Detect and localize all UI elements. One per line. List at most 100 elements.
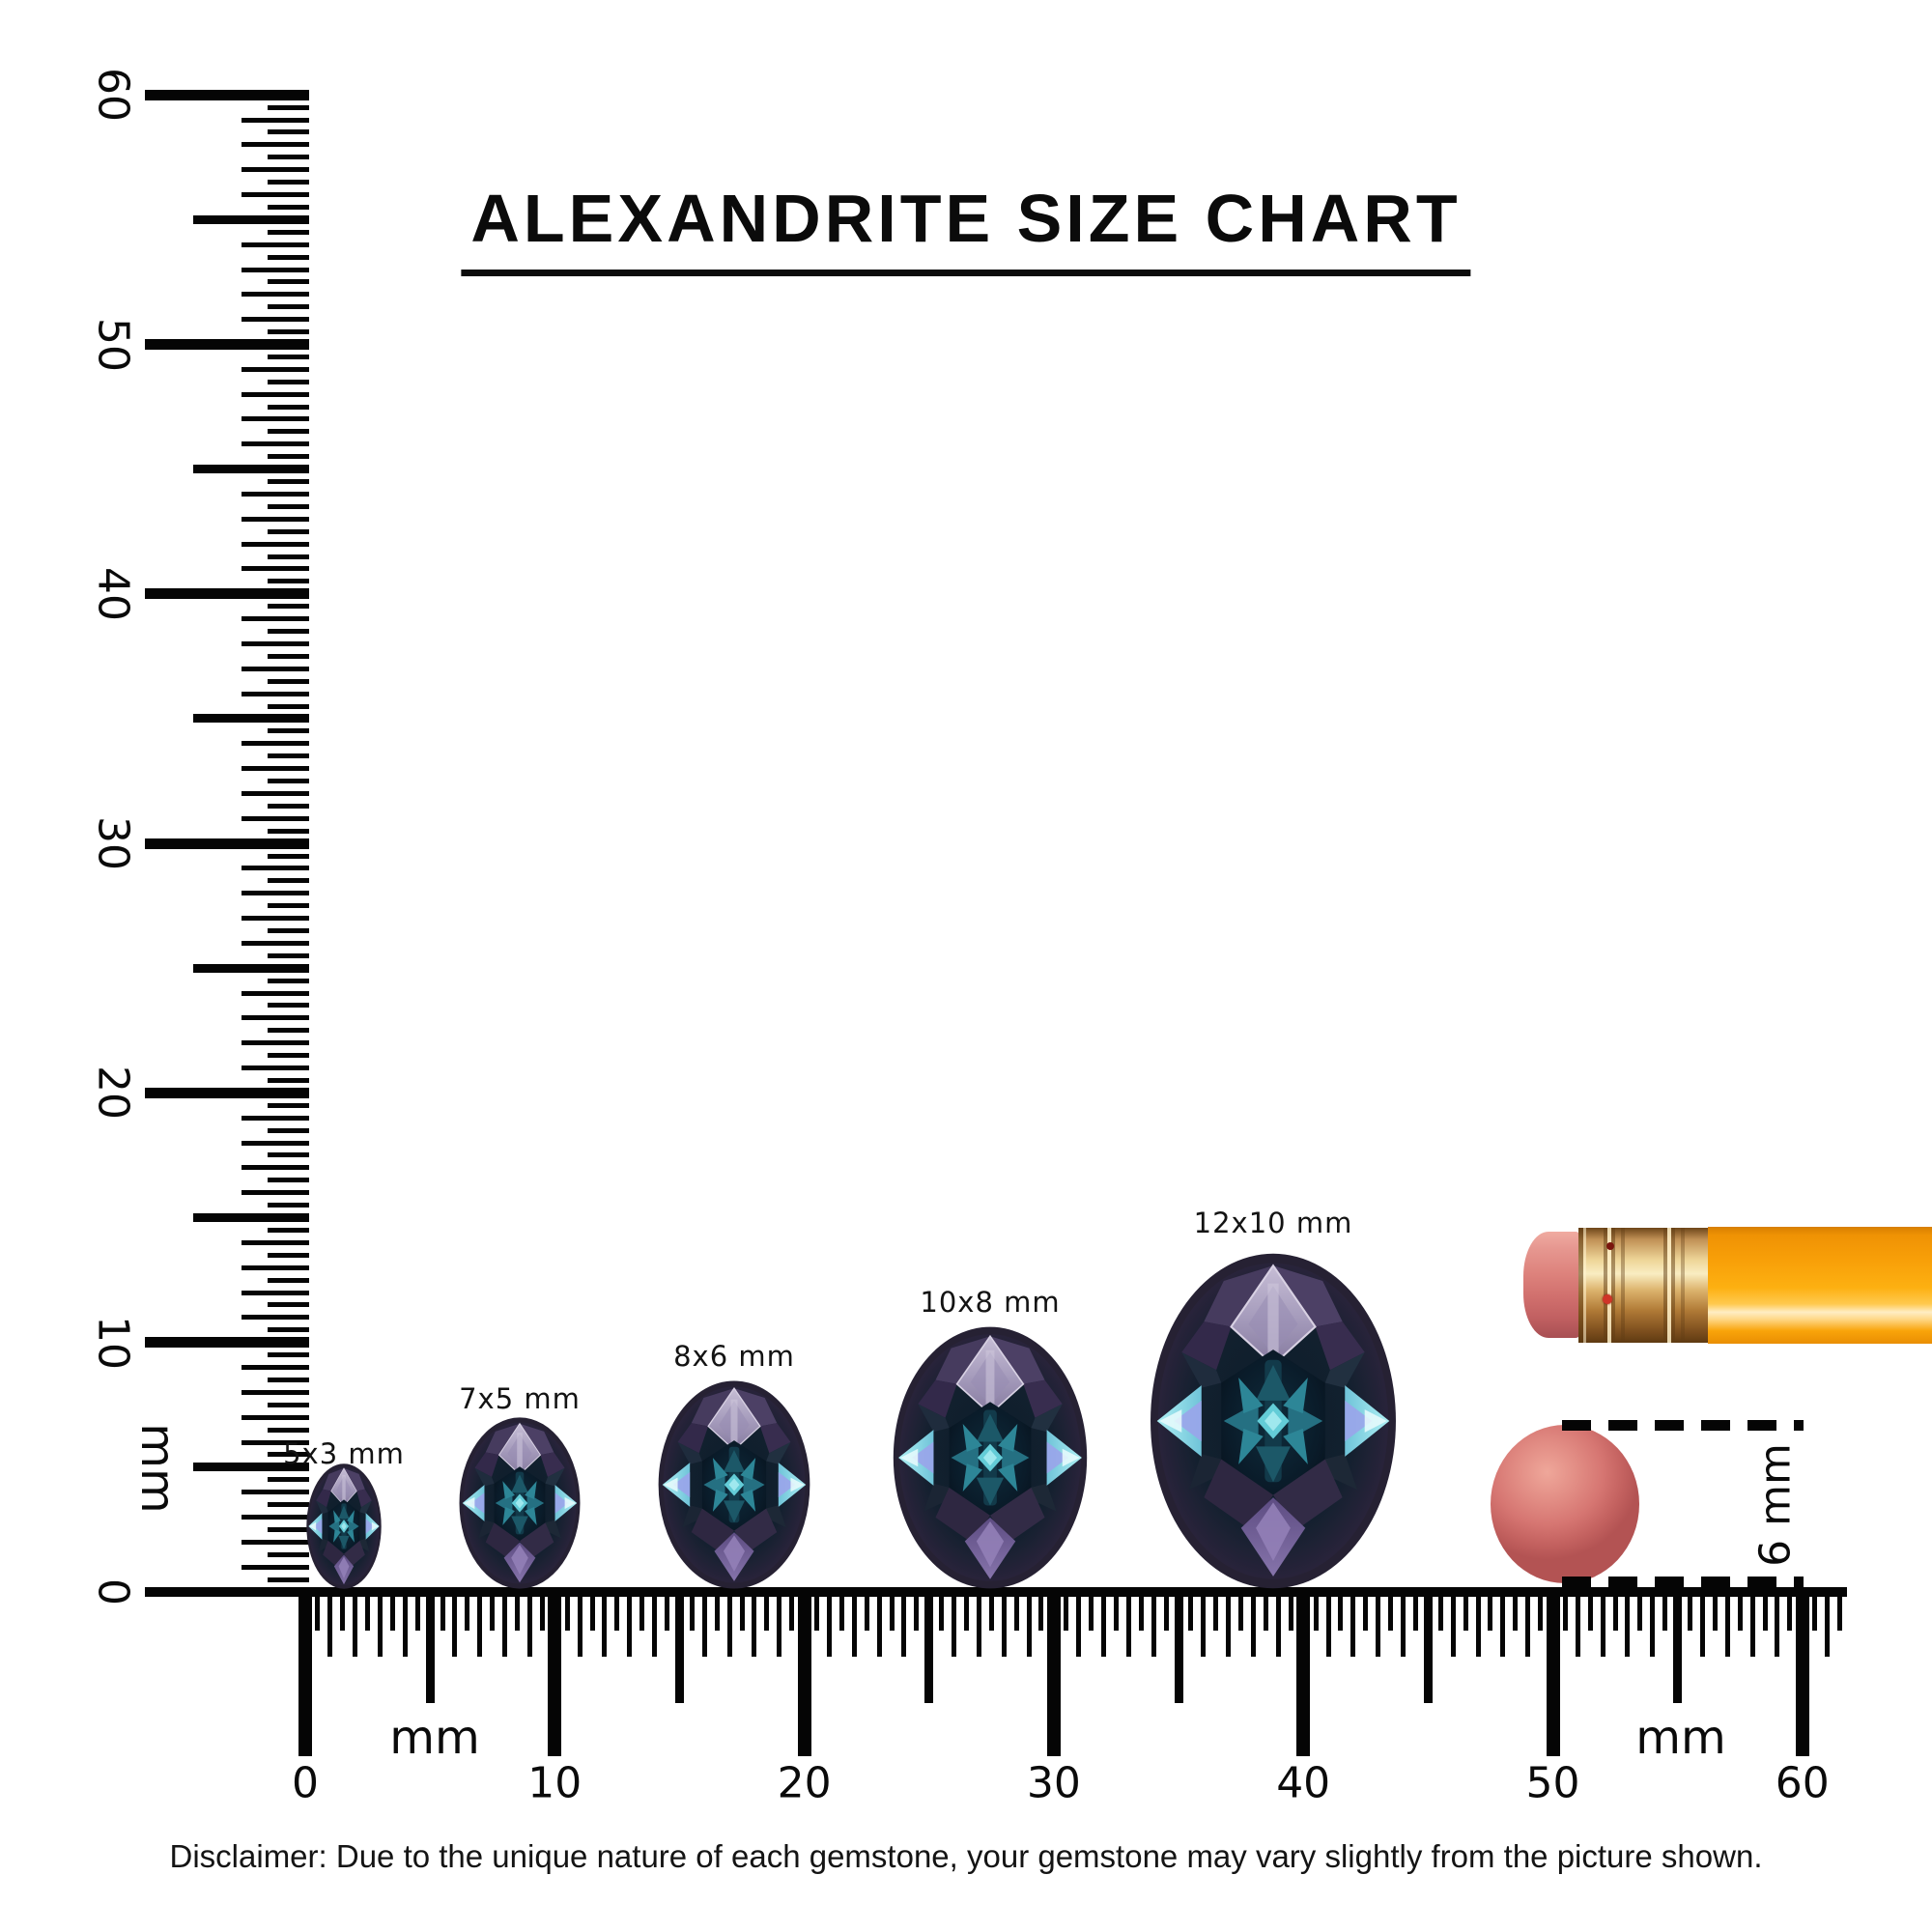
ruler-tick [145,339,309,350]
gem-oval-graphic [893,1326,1088,1589]
ruler-tick [242,616,309,622]
ruler-tick [193,1213,309,1223]
ruler-tick [639,1590,645,1631]
gem-size-label: 5x3 mm [283,1437,405,1470]
ruler-number: 40 [1276,1758,1331,1808]
ruler-tick [268,878,309,884]
ruler-tick [1013,1590,1019,1631]
ruler-tick [268,528,309,534]
ruler-tick [1313,1590,1319,1631]
ruler-tick [268,204,309,210]
ruler-tick [242,666,309,671]
ruler-tick [440,1590,445,1631]
ruler-tick [242,1239,309,1245]
ruler-tick [425,1590,435,1703]
ruler-tick [1338,1590,1344,1631]
ruler-tick [268,379,309,384]
ruler-tick [1263,1590,1268,1631]
ruler-tick [268,1377,309,1382]
ruler-tick [1201,1590,1207,1657]
ruler-tick [242,1165,309,1171]
ruler-tick [242,516,309,522]
ruler-tick [789,1590,795,1631]
ruler-tick [268,653,309,659]
ruler-tick [1513,1590,1519,1631]
ruler-tick [1064,1590,1069,1631]
ruler-tick [242,1515,309,1520]
ruler-tick [268,1502,309,1508]
ruler-tick [242,1115,309,1121]
ruler-tick [268,180,309,185]
ruler-tick [1699,1590,1705,1657]
ruler-tick [242,891,309,896]
ruler-tick [1575,1590,1580,1657]
page-title: ALEXANDRITE SIZE CHART [461,180,1471,276]
ruler-tick [242,267,309,272]
ruler-tick [193,214,309,224]
pencil-ferrule [1578,1228,1710,1343]
ruler-tick [764,1590,770,1631]
ruler-tick [1488,1590,1493,1631]
ruler-tick [268,1178,309,1183]
ruler-tick [976,1590,981,1657]
ruler-tick [701,1590,707,1657]
ruler-number: 0 [292,1758,319,1808]
ruler-tick [1787,1590,1793,1631]
ruler-tick [242,1065,309,1071]
ruler-tick [988,1590,994,1631]
ruler-tick [1825,1590,1831,1657]
ruler-tick [1226,1590,1232,1657]
ruler-tick [268,629,309,635]
ruler-tick [548,1590,562,1756]
ruler-tick [353,1590,358,1657]
ruler-tick [876,1590,882,1657]
ruler-tick [242,1290,309,1295]
ruler-tick [242,192,309,198]
ruler-tick [1238,1590,1244,1631]
ruler-tick [1600,1590,1605,1657]
ruler-tick [1296,1590,1311,1756]
ruler-tick [242,1389,309,1395]
ruler-tick [1423,1590,1433,1703]
ruler-tick [268,129,309,135]
ruler-tick [1662,1590,1668,1631]
ruler-tick [526,1590,532,1657]
ruler-tick [1562,1590,1568,1631]
ruler-tick [602,1590,608,1657]
gem-size-label: 10x8 mm [920,1286,1061,1319]
ruler-tick [145,1087,309,1098]
gem-oval-graphic [459,1417,581,1589]
ruler-tick [726,1590,732,1657]
ruler-tick [327,1590,333,1657]
ruler-tick [268,1352,309,1358]
gem-size-label: 8x6 mm [673,1340,795,1373]
ruler-tick [1275,1590,1281,1657]
ruler-number: 50 [1525,1758,1580,1808]
ruler-tick [268,304,309,310]
ruler-tick [1125,1590,1131,1657]
ruler-unit-label: mm [1635,1711,1726,1765]
ruler-tick [268,1127,309,1133]
ruler-tick [242,815,309,821]
ruler-tick [1712,1590,1718,1631]
ruler-tick [242,916,309,922]
ruler-tick [268,803,309,809]
ruler-tick [242,691,309,696]
ruler-number: 30 [88,816,138,871]
ruler-tick [1038,1590,1044,1631]
ruler-tick [268,1152,309,1158]
ruler-tick [1174,1590,1183,1703]
ruler-tick [1475,1590,1481,1657]
ruler-tick [242,441,309,447]
ruler-tick [1812,1590,1818,1631]
ruler-tick [268,828,309,834]
ruler-tick [490,1590,496,1631]
gem-5x3 [306,1463,382,1589]
ruler-tick [539,1590,545,1631]
ruler-tick [242,1140,309,1146]
ruler-tick [268,354,309,359]
gem-10x8 [893,1326,1088,1589]
ruler-tick [577,1590,582,1657]
ruler-tick [242,1539,309,1545]
ruler-tick [145,838,309,849]
